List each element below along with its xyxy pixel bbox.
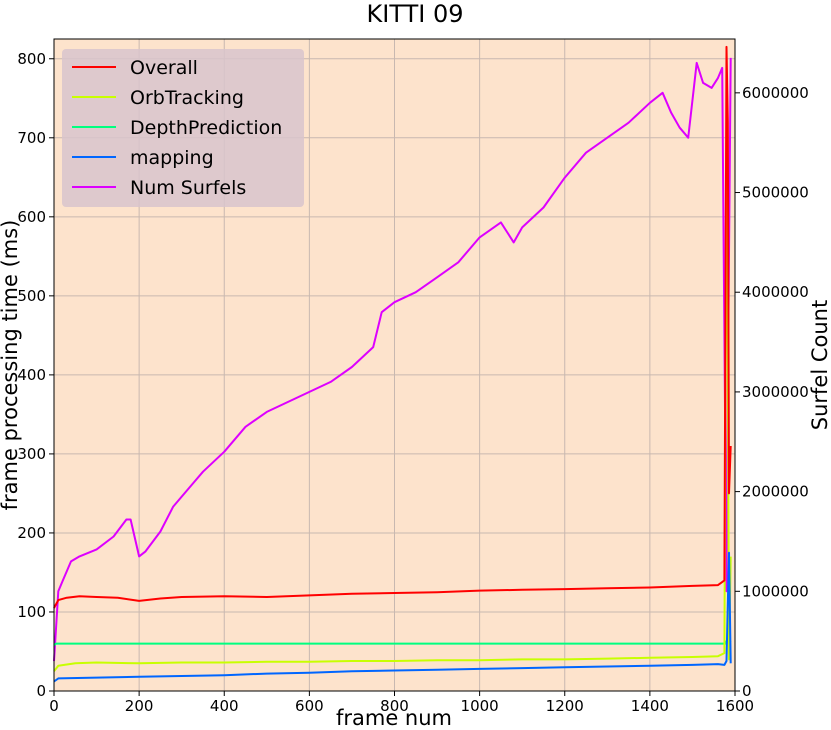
x-tick-label: 600 (295, 697, 324, 715)
y2-axis-label: Surfel Count (808, 300, 831, 430)
x-axis-ticks: 0 200 400 600 800 1000 1200 1400 1600 (49, 691, 754, 715)
y-tick-label: 500 (17, 287, 46, 305)
legend-box (62, 49, 304, 207)
y-tick-label: 700 (17, 129, 46, 147)
x-tick-label: 200 (125, 697, 154, 715)
y-axis-ticks: 0 100 200 300 400 500 600 700 800 (17, 50, 54, 700)
series-line-num-surfels (53, 57, 732, 662)
y2-tick-label: 1000000 (742, 582, 809, 600)
legend-label: DepthPrediction (130, 117, 282, 139)
y-tick-label: 800 (17, 50, 46, 68)
x-tick-label: 1000 (461, 697, 499, 715)
chart-title: KITTI 09 (367, 0, 464, 28)
y2-axis-ticks: 0 1000000 2000000 3000000 4000000 5000000 6000… (735, 84, 809, 700)
y2-tick-label: 4000000 (742, 283, 809, 301)
legend-label: mapping (130, 147, 214, 169)
series-line-mapping (53, 551, 732, 683)
y2-tick-label: 3000000 (742, 383, 809, 401)
y-tick-label: 0 (36, 682, 46, 700)
y2-tick-label: 6000000 (742, 84, 809, 102)
y-tick-label: 400 (17, 366, 46, 384)
y2-tick-label: 2000000 (742, 483, 809, 501)
series-line-depthprediction (53, 638, 732, 646)
legend-label: Overall (130, 57, 198, 79)
y2-tick-label: 0 (742, 682, 752, 700)
x-tick-label: 800 (380, 697, 409, 715)
legend: Overall OrbTracking DepthPrediction mapping… (62, 49, 304, 207)
y-tick-label: 600 (17, 208, 46, 226)
x-tick-label: 0 (49, 697, 59, 715)
y-axis-label: frame processing time (ms) (0, 220, 22, 511)
y-tick-label: 200 (17, 524, 46, 542)
series-layer (53, 45, 732, 683)
x-tick-label: 1200 (546, 697, 584, 715)
x-tick-label: 1600 (716, 697, 754, 715)
y-tick-label: 300 (17, 445, 46, 463)
series-line-overall (53, 45, 732, 609)
x-tick-label: 1400 (631, 697, 669, 715)
x-tick-label: 400 (210, 697, 239, 715)
legend-label: OrbTracking (130, 87, 244, 109)
legend-label: Num Surfels (130, 177, 246, 199)
y2-tick-label: 5000000 (742, 184, 809, 202)
x-axis-label: frame num (336, 706, 452, 730)
y-tick-label: 100 (17, 603, 46, 621)
